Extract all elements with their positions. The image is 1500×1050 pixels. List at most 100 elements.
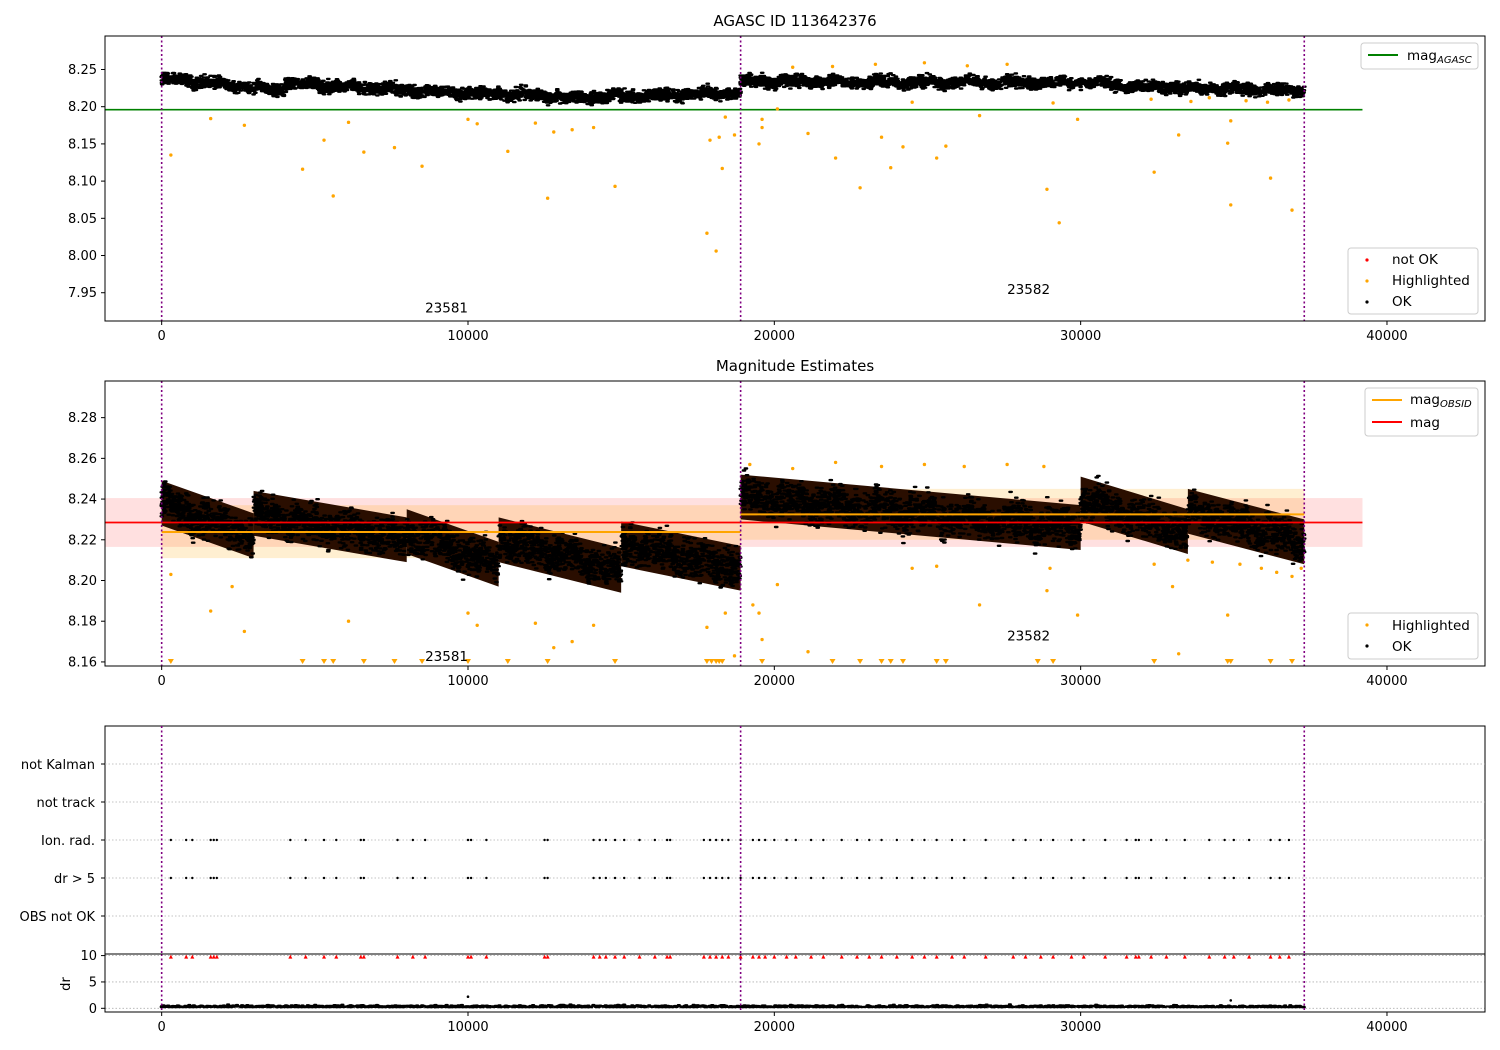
dr-xtick-label: 10000 (447, 1020, 488, 1035)
flag-point (411, 876, 415, 880)
dr-clipped-marker (750, 954, 755, 959)
agasc-highlighted-point (830, 64, 835, 69)
agasc-highlighted-point (705, 231, 709, 235)
dr-xtick-label: 40000 (1366, 1020, 1407, 1035)
dr-clipped-marker (1247, 954, 1252, 959)
flag-point (598, 876, 601, 880)
estimates-clipped-marker (1289, 659, 1296, 664)
flag-label-obs-not-ok: OBS not OK (20, 910, 96, 925)
dr-clipped-marker (652, 954, 657, 959)
flag-point (714, 838, 718, 842)
agasc-highlighted-point (720, 166, 724, 171)
agasc-title: AGASC ID 113642376 (713, 12, 876, 30)
agasc-highlighted-point (1149, 97, 1153, 101)
estimates-ok-points (251, 489, 409, 556)
flag-point (1287, 838, 1291, 842)
estimates-highlighted-point (475, 623, 479, 627)
flag-point (1223, 876, 1226, 880)
flag-point (935, 838, 938, 842)
flags-panel: not Kalman not track Ion. rad. dr > 5 OB… (20, 725, 1486, 955)
agasc-highlighted-point (392, 145, 397, 150)
dr-clipped-marker (763, 954, 768, 959)
flag-point (1024, 838, 1027, 842)
dr-clipped-marker (1038, 954, 1043, 959)
dr-clipped-marker (894, 954, 899, 959)
flag-point (708, 876, 712, 880)
estimates-frame (104, 380, 1486, 667)
dr-clipped-marker (168, 954, 173, 959)
flag-point (469, 838, 473, 842)
estimates-ytick-label: 8.24 (68, 493, 97, 508)
agasc-highlighted-point (889, 166, 893, 170)
dr-points (159, 1003, 1306, 1009)
flag-point (763, 838, 767, 842)
dr-ytick-label: 0 (89, 1002, 97, 1017)
estimates-clipped-marker (933, 659, 940, 664)
dr-clipped-marker (1286, 954, 1291, 959)
estimates-highlighted-point (751, 603, 755, 607)
dr-frame (104, 953, 1486, 1013)
estimates-ok-points (1078, 474, 1191, 550)
flag-point (411, 838, 415, 842)
flag-point (935, 876, 938, 880)
agasc-obsid-label: 23582 (1007, 282, 1050, 298)
flag-point (1137, 876, 1141, 880)
estimates-clipped-marker (419, 659, 426, 664)
estimates-highlighted-point (791, 466, 795, 471)
dr-clipped-marker (545, 954, 550, 959)
dr-outlier-point (1229, 999, 1233, 1002)
flag-point (322, 876, 326, 880)
estimates-clipped-marker (899, 659, 906, 664)
agasc-axes: 0 10000 20000 30000 40000 7.95 8.00 8.05 8.10 8.1… (68, 63, 1408, 344)
flag-point (598, 838, 601, 842)
dr-xtick-label: 30000 (1060, 1020, 1101, 1035)
flag-point (785, 876, 788, 880)
estimates-ytick-label: 8.28 (68, 411, 97, 426)
flag-point (423, 876, 427, 880)
flag-point (212, 876, 215, 880)
flag-point (1070, 876, 1073, 880)
agasc-ytick-label: 8.20 (68, 100, 97, 115)
estimates-ytick-label: 8.18 (68, 615, 97, 630)
estimates-clipped-marker (719, 659, 726, 664)
agasc-highlighted-point (944, 144, 948, 148)
dr-clipped-marker (214, 954, 219, 959)
agasc-highlighted-point (506, 149, 510, 154)
estimates-highlighted-point (1225, 613, 1230, 617)
estimates-legend-points-box (1347, 612, 1479, 660)
dr-clipped-marker (1231, 954, 1236, 959)
agasc-highlighted-point (833, 156, 838, 160)
legend-mag-obsid-name: mag (1410, 392, 1440, 408)
flags-axes: not Kalman not track Ion. rad. dr > 5 OB… (20, 758, 105, 925)
agasc-highlighted-point (570, 128, 574, 132)
dr-outlier-point (466, 995, 470, 999)
flag-point (1232, 876, 1236, 880)
flag-label-dr-gt-5: dr > 5 (54, 872, 95, 887)
flag-point (1134, 838, 1137, 842)
flag-point (702, 876, 706, 880)
agasc-highlighted-point (420, 164, 424, 168)
estimates-clipped-marker (759, 659, 766, 664)
flag-point (1165, 876, 1168, 880)
flag-point (984, 876, 987, 880)
dr-clipped-marker (738, 954, 743, 959)
agasc-ok-points (738, 71, 1114, 93)
flag-point (1232, 838, 1236, 842)
dr-clipped-marker (922, 954, 927, 959)
agasc-highlighted-point (879, 135, 884, 139)
agasc-highlighted-point (806, 131, 810, 136)
estimates-ok-points (496, 519, 624, 585)
dr-axes: 0 10000 20000 30000 40000 0 5 10 (80, 949, 1407, 1035)
flag-point (963, 838, 966, 842)
dr-clipped-marker (726, 954, 731, 959)
estimates-highlighted-point (1290, 574, 1294, 579)
estimates-clipped-marker (330, 659, 337, 664)
flag-point (604, 838, 608, 842)
agasc-ok-points (1108, 78, 1307, 99)
flag-point (212, 838, 215, 842)
flag-label-not-track: not track (36, 796, 95, 811)
estimates-highlighted-point (1042, 464, 1046, 469)
estimates-xtick-label: 40000 (1366, 674, 1407, 689)
estimates-highlighted-point (910, 566, 914, 570)
flag-point (638, 876, 641, 880)
